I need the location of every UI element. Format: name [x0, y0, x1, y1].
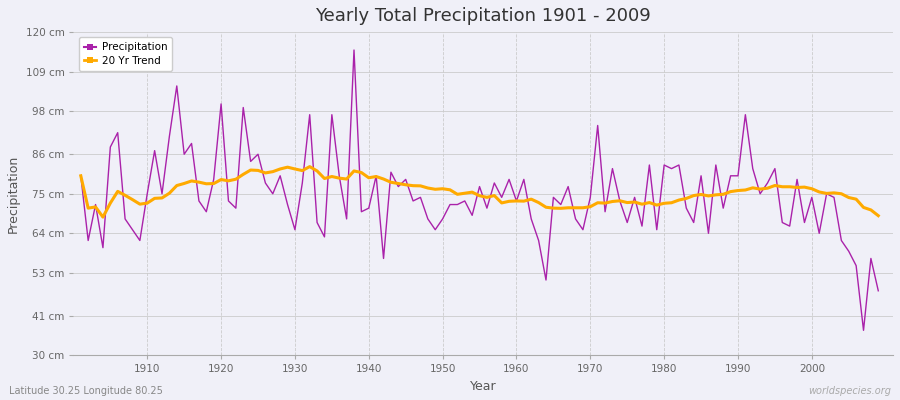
Precipitation: [873, 288, 884, 293]
20 Yr Trend: [615, 198, 626, 203]
Precipitation: [511, 198, 522, 203]
Precipitation: [341, 216, 352, 221]
Y-axis label: Precipitation: Precipitation: [7, 155, 20, 233]
Precipitation: [608, 166, 618, 171]
20 Yr Trend: [311, 168, 322, 173]
Precipitation: [134, 238, 145, 243]
20 Yr Trend: [97, 215, 108, 220]
20 Yr Trend: [873, 213, 884, 218]
X-axis label: Year: Year: [470, 380, 497, 393]
Line: Precipitation: Precipitation: [81, 50, 878, 330]
20 Yr Trend: [526, 197, 536, 202]
20 Yr Trend: [304, 164, 315, 169]
Text: Latitude 30.25 Longitude 80.25: Latitude 30.25 Longitude 80.25: [9, 386, 163, 396]
Legend: Precipitation, 20 Yr Trend: Precipitation, 20 Yr Trend: [78, 37, 173, 71]
Precipitation: [518, 177, 529, 182]
20 Yr Trend: [518, 199, 529, 204]
Line: 20 Yr Trend: 20 Yr Trend: [81, 167, 878, 217]
Precipitation: [858, 328, 868, 333]
20 Yr Trend: [142, 201, 153, 206]
Precipitation: [348, 48, 359, 52]
20 Yr Trend: [76, 173, 86, 178]
Text: worldspecies.org: worldspecies.org: [808, 386, 891, 396]
Title: Yearly Total Precipitation 1901 - 2009: Yearly Total Precipitation 1901 - 2009: [315, 7, 651, 25]
20 Yr Trend: [356, 170, 367, 175]
Precipitation: [76, 173, 86, 178]
Precipitation: [297, 180, 308, 185]
